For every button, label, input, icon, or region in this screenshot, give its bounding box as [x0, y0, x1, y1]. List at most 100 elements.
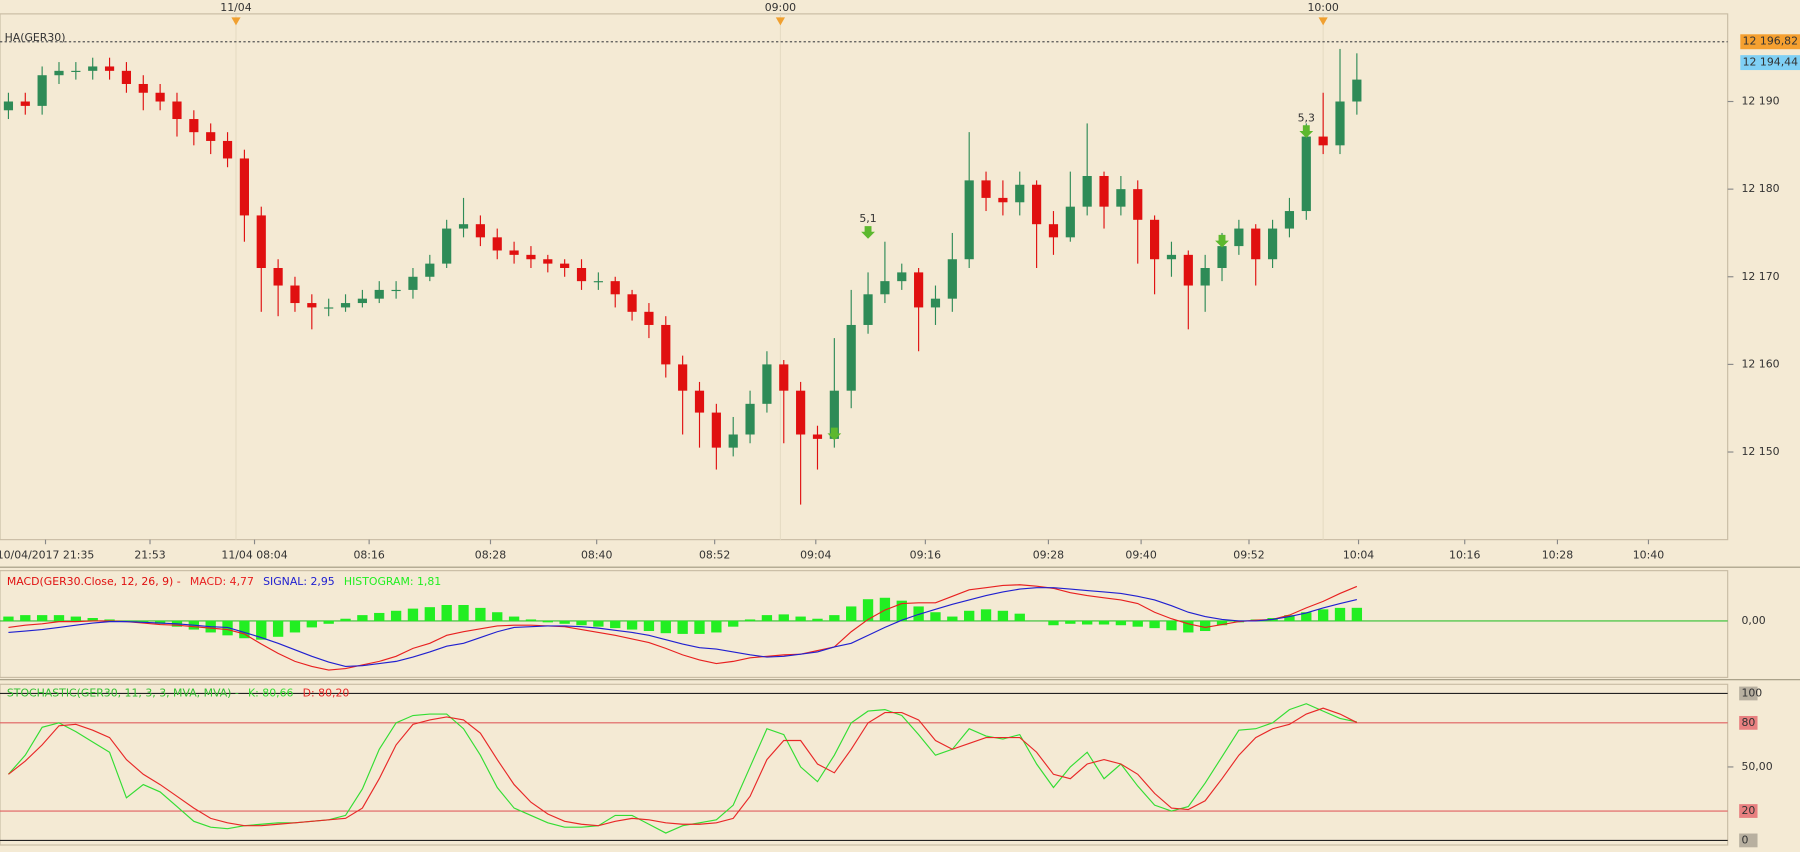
histogram-bar	[542, 620, 553, 623]
candle-body	[947, 259, 957, 299]
y-tick-label: 12 150	[1741, 445, 1779, 458]
legend-entry: SIGNAL: 2,95	[263, 575, 335, 588]
x-tick-label: 09:52	[1233, 549, 1264, 562]
top-marker-label: 09:00	[765, 1, 796, 14]
histogram-bar	[1284, 615, 1295, 621]
histogram-bar	[475, 607, 486, 621]
histogram-bar	[272, 620, 284, 637]
histogram-bar	[997, 610, 1009, 621]
x-tick-label: 21:53	[134, 549, 165, 562]
candle-body	[728, 434, 738, 448]
candle-body	[812, 434, 823, 439]
signal-label: 5,1	[859, 212, 876, 225]
histogram-bar	[3, 616, 14, 621]
candle-body	[408, 276, 418, 290]
x-tick-label: 09:16	[910, 549, 941, 562]
candle-body	[1217, 246, 1227, 269]
histogram-bar	[87, 618, 98, 621]
candle-body	[273, 268, 283, 286]
candle-body	[914, 272, 924, 308]
y-tick-label: 0	[1741, 833, 1748, 846]
histogram-bar	[508, 616, 520, 621]
histogram-bar	[53, 615, 65, 621]
candle-body	[475, 224, 485, 238]
last-price-label: 12 194,44	[1743, 56, 1798, 69]
histogram-bar	[643, 620, 655, 632]
histogram-bar	[728, 620, 739, 627]
histogram-bar	[1098, 620, 1110, 625]
histogram-bar	[626, 620, 638, 630]
signal-arrow	[1299, 125, 1314, 138]
candle-body	[1200, 268, 1210, 286]
histogram-bar	[947, 616, 958, 621]
candle-body	[560, 263, 570, 269]
candle-body	[678, 364, 688, 391]
histogram-bar	[525, 619, 537, 621]
histogram-bar	[256, 620, 267, 640]
candle-body	[576, 268, 587, 282]
candle-body	[1318, 136, 1328, 146]
candle-body	[610, 281, 620, 295]
histogram-bar	[1183, 620, 1194, 633]
histogram-bar	[306, 620, 317, 628]
last-price-box	[1740, 55, 1800, 71]
candle-body	[1234, 228, 1244, 247]
candle-body	[930, 298, 941, 308]
candle-body	[155, 92, 165, 102]
x-tick-label: 08:52	[699, 549, 730, 562]
y-tick-label: 80	[1741, 716, 1755, 729]
candle-body	[694, 390, 705, 413]
candle-body	[964, 180, 974, 260]
reference-box	[1740, 34, 1800, 50]
candle-body	[442, 228, 452, 264]
x-tick-label: 08:16	[353, 549, 384, 562]
histogram-bar	[340, 618, 351, 621]
histogram-bar	[289, 620, 301, 633]
candle-body	[239, 158, 249, 216]
signal-arrow	[861, 226, 875, 239]
histogram-bar	[138, 620, 149, 623]
histogram-bar	[711, 620, 722, 633]
x-tick-label: 10/04/2017 21:35	[0, 549, 94, 562]
macd-panel	[0, 570, 1729, 678]
title-text: MACD(GER30.Close, 12, 26, 9) -	[7, 575, 181, 588]
candle-body	[1116, 189, 1126, 207]
histogram-bar	[1082, 620, 1093, 625]
candle-body	[543, 259, 553, 264]
tick-box	[1739, 833, 1758, 848]
histogram-bar	[1065, 620, 1076, 624]
signal-arrow	[1215, 234, 1229, 248]
candle-body	[3, 101, 14, 111]
histogram-bar	[980, 609, 992, 621]
candle-body	[711, 412, 721, 448]
candle-body	[1166, 254, 1177, 260]
candle-body	[526, 254, 536, 260]
legend: HA(GER30)	[5, 31, 66, 44]
candle-body	[1065, 206, 1075, 238]
histogram-bar	[879, 597, 891, 621]
y-tick-label: 0,00	[1741, 614, 1765, 627]
y-tick-label: 50,00	[1741, 760, 1772, 773]
candle-body	[20, 101, 30, 106]
candle-body	[425, 263, 435, 277]
candle-body	[863, 294, 873, 325]
histogram-bar	[1048, 620, 1059, 626]
candle-body	[357, 298, 367, 304]
x-tick-label: 09:28	[1033, 549, 1064, 562]
y-tick-label: 100	[1741, 686, 1762, 699]
legend-entry: D: 80,20	[303, 686, 350, 699]
top-marker	[231, 17, 241, 26]
candle-body	[1284, 211, 1295, 229]
candle-body	[71, 70, 81, 72]
candle-body	[1032, 184, 1042, 225]
histogram-bar	[660, 620, 671, 634]
histogram-bar	[1014, 613, 1025, 621]
top-marker-label: 10:00	[1307, 1, 1338, 14]
x-tick-label: 09:04	[800, 549, 831, 562]
candle-body	[796, 390, 806, 435]
candle-body	[1267, 228, 1278, 260]
stochastic-line	[8, 707, 1358, 827]
histogram-bar	[812, 618, 823, 621]
histogram-bar	[930, 612, 941, 621]
